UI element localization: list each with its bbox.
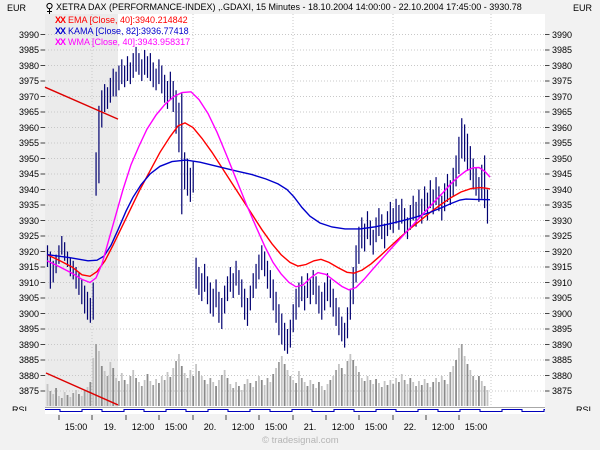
ma-line-kama[interactable] — [46, 159, 491, 262]
plot-background — [45, 14, 545, 407]
price-axis-label-right: 3915 — [552, 262, 573, 272]
time-axis-label: 20. — [203, 422, 217, 432]
ma-line-wma[interactable] — [46, 91, 491, 291]
price-axis-label-left: 3965 — [18, 107, 39, 117]
axis-ticks — [40, 34, 550, 420]
pushpin-icon — [46, 2, 53, 14]
price-axis-label-left: 3980 — [18, 60, 39, 71]
price-axis-label-left: 3890 — [18, 339, 39, 350]
price-axis-label-right: 3990 — [552, 29, 573, 40]
price-axis-label-left: 3970 — [18, 91, 39, 102]
price-axis-label-left: 3960 — [18, 122, 39, 133]
price-axis-label-right: 3965 — [552, 107, 573, 117]
price-axis-label-left: 3955 — [18, 138, 39, 148]
price-axis-label-left: 3885 — [18, 355, 39, 365]
price-axis-label-left: 3895 — [18, 324, 39, 334]
price-axis-label-right: 3980 — [552, 60, 573, 71]
trendline-1[interactable] — [44, 86, 119, 120]
rsi-pane-label-right: RSI — [576, 405, 592, 411]
price-axis-label-left: 3950 — [18, 153, 39, 164]
legend-item-wma[interactable]: XX WMA [Close, 40]:3943.958317 — [55, 37, 190, 47]
rsi-pane-sliver — [45, 408, 545, 414]
price-axis-label-left: 3920 — [18, 246, 39, 257]
time-axis-label: 15:00 — [264, 422, 288, 432]
legend-item-ema[interactable]: XX EMA [Close, 40]:3940.214842 — [55, 15, 188, 25]
price-axis-label-right: 3905 — [552, 293, 573, 303]
time-axis-label: 15:00 — [64, 422, 88, 432]
legend-label-kama: KAMA [Close, 82]:3936.77418 — [68, 26, 189, 36]
time-axis-label: 12:00 — [231, 422, 255, 432]
price-axis-label-right: 3960 — [552, 122, 573, 133]
legend-toggle-icon[interactable]: XX — [55, 26, 66, 36]
right-axis-unit: EUR — [573, 3, 593, 13]
rsi-pane-label-left: RSI — [12, 405, 28, 411]
time-axis-label: 15:00 — [164, 422, 188, 432]
price-axis-label-left: 3915 — [18, 262, 39, 272]
time-axis-label: 12:00 — [331, 422, 355, 432]
price-axis-label-right: 3970 — [552, 91, 573, 102]
gridlines — [45, 14, 545, 407]
legend-toggle-icon[interactable]: XX — [55, 37, 66, 47]
price-axis-label-right: 3910 — [552, 277, 573, 288]
price-axis-label-left: 3880 — [18, 370, 39, 381]
price-axis-label-right: 3930 — [552, 215, 573, 226]
price-axis-label-right: 3880 — [552, 370, 573, 381]
legend-label-wma: WMA [Close, 40]:3943.958317 — [68, 37, 191, 47]
price-axis-label-right: 3900 — [552, 308, 573, 319]
price-axis-label-left: 3940 — [18, 184, 39, 195]
price-axis-label-right: 3875 — [552, 386, 573, 396]
time-axis-label: 15:00 — [364, 422, 388, 432]
price-axis-label-right: 3920 — [552, 246, 573, 257]
price-axis-label-right: 3890 — [552, 339, 573, 350]
price-axis-label-right: 3950 — [552, 153, 573, 164]
price-axis-label-left: 3900 — [18, 308, 39, 319]
left-axis-unit: EUR — [7, 3, 27, 13]
chart-title: XETRA DAX (PERFORMANCE-INDEX) ,.GDAXI, 1… — [56, 2, 522, 12]
time-axis-label: 21. — [303, 422, 317, 432]
session-shading-band — [45, 14, 118, 407]
price-axis-label-left: 3945 — [18, 169, 39, 179]
price-axis-label-left: 3905 — [18, 293, 39, 303]
price-axis-label-left: 3875 — [18, 386, 39, 396]
price-axis-label-left: 3930 — [18, 215, 39, 226]
price-axis-label-right: 3935 — [552, 200, 573, 210]
price-axis-label-right: 3885 — [552, 355, 573, 365]
rsi-indicator-line — [45, 408, 545, 413]
price-axis-label-left: 3925 — [18, 231, 39, 241]
price-axis-label-right: 3985 — [552, 45, 573, 55]
price-axis-label-left: 3975 — [18, 76, 39, 86]
legend-item-kama[interactable]: XX KAMA [Close, 82]:3936.77418 — [55, 26, 189, 36]
price-axis-label-left: 3985 — [18, 45, 39, 55]
time-axis-label: 22. — [403, 422, 417, 432]
price-axis-label-right: 3975 — [552, 76, 573, 86]
ohlc-bars — [46, 46, 489, 354]
price-axis-label-right: 3945 — [552, 169, 573, 179]
legend-label-ema: EMA [Close, 40]:3940.214842 — [68, 15, 188, 25]
price-axis-label-right: 3925 — [552, 231, 573, 241]
time-axis-label: 15:00 — [464, 422, 488, 432]
volume-histogram — [46, 344, 489, 406]
time-axis-label: 12:00 — [131, 422, 155, 432]
legend-toggle-icon[interactable]: XX — [55, 15, 66, 25]
price-axis-label-right: 3895 — [552, 324, 573, 334]
time-axis-label: 19. — [103, 422, 117, 432]
price-axis-label-right: 3955 — [552, 138, 573, 148]
price-axis-label-left: 3990 — [18, 29, 39, 40]
price-axis-label-right: 3940 — [552, 184, 573, 195]
watermark: © tradesignal.com — [262, 435, 339, 446]
price-axis-label-left: 3935 — [18, 200, 39, 210]
time-axis-label: 12:00 — [431, 422, 455, 432]
price-axis-label-left: 3910 — [18, 277, 39, 288]
ma-line-ema[interactable] — [46, 122, 491, 278]
trendline-2[interactable] — [45, 372, 119, 406]
